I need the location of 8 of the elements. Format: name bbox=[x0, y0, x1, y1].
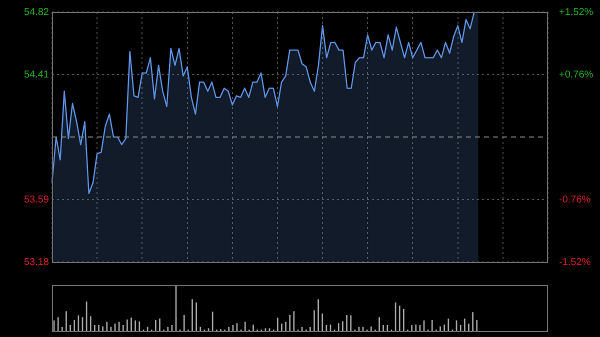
y-tick-label: 53.59 bbox=[24, 194, 50, 206]
y2-tick-label: -0.76% bbox=[559, 194, 591, 206]
y-tick-label: 54.82 bbox=[24, 6, 50, 18]
y2-tick-label: -1.52% bbox=[559, 256, 591, 268]
y2-tick-label: +0.76% bbox=[559, 69, 594, 80]
y2-tick-label: +1.52% bbox=[559, 6, 594, 18]
y-tick-label: 53.18 bbox=[24, 256, 50, 268]
y-tick-label: 54.41 bbox=[24, 69, 50, 80]
